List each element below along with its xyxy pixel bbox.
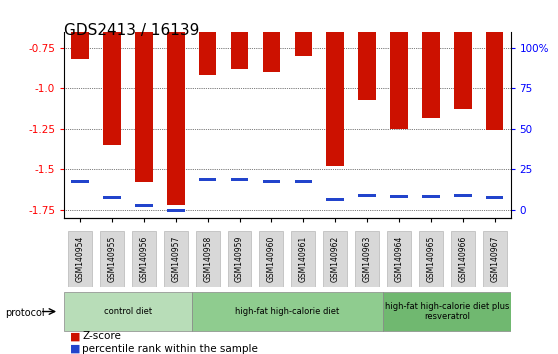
Text: GSM140961: GSM140961 xyxy=(299,236,308,282)
FancyBboxPatch shape xyxy=(192,292,383,331)
Bar xyxy=(167,0,185,205)
Bar xyxy=(422,0,440,118)
FancyBboxPatch shape xyxy=(291,231,315,287)
Text: ■: ■ xyxy=(70,331,80,341)
FancyBboxPatch shape xyxy=(419,231,443,287)
Bar xyxy=(422,195,440,198)
Bar xyxy=(358,194,376,196)
Bar xyxy=(135,204,153,207)
Bar xyxy=(454,194,472,197)
FancyBboxPatch shape xyxy=(387,231,411,287)
FancyBboxPatch shape xyxy=(132,231,156,287)
Text: GSM140958: GSM140958 xyxy=(203,236,212,282)
Bar xyxy=(263,180,280,183)
Bar xyxy=(263,0,280,72)
Bar xyxy=(231,0,248,69)
Bar xyxy=(103,0,121,145)
Bar xyxy=(390,0,408,129)
Bar xyxy=(326,0,344,166)
Bar xyxy=(199,178,217,181)
Text: GSM140960: GSM140960 xyxy=(267,236,276,282)
FancyBboxPatch shape xyxy=(483,231,507,287)
Text: GSM140967: GSM140967 xyxy=(490,236,499,282)
FancyBboxPatch shape xyxy=(164,231,187,287)
Bar xyxy=(199,0,217,75)
Text: GSM140962: GSM140962 xyxy=(331,236,340,282)
Bar xyxy=(295,180,312,183)
Bar xyxy=(71,180,89,183)
Text: GSM140954: GSM140954 xyxy=(76,236,85,282)
Text: Z-score: Z-score xyxy=(82,331,121,341)
Bar xyxy=(486,0,503,130)
Text: control diet: control diet xyxy=(104,307,152,316)
Text: GSM140959: GSM140959 xyxy=(235,236,244,282)
Text: GSM140966: GSM140966 xyxy=(458,236,467,282)
Text: GSM140957: GSM140957 xyxy=(171,236,180,282)
FancyBboxPatch shape xyxy=(228,231,252,287)
FancyBboxPatch shape xyxy=(355,231,379,287)
Bar xyxy=(326,198,344,201)
Bar xyxy=(167,209,185,212)
FancyBboxPatch shape xyxy=(68,231,92,287)
FancyBboxPatch shape xyxy=(64,292,192,331)
Bar xyxy=(231,178,248,181)
Text: percentile rank within the sample: percentile rank within the sample xyxy=(82,344,258,354)
FancyBboxPatch shape xyxy=(383,292,511,331)
FancyBboxPatch shape xyxy=(451,231,475,287)
FancyBboxPatch shape xyxy=(259,231,283,287)
Bar xyxy=(486,196,503,199)
Bar xyxy=(71,0,89,59)
Text: high-fat high-calorie diet: high-fat high-calorie diet xyxy=(235,307,339,316)
Text: GSM140955: GSM140955 xyxy=(108,236,117,282)
Bar xyxy=(454,0,472,109)
Bar xyxy=(358,0,376,100)
FancyBboxPatch shape xyxy=(196,231,220,287)
Text: ■: ■ xyxy=(70,344,80,354)
Text: GSM140956: GSM140956 xyxy=(140,236,148,282)
Text: high-fat high-calorie diet plus
resveratrol: high-fat high-calorie diet plus resverat… xyxy=(384,302,509,321)
Text: GDS2413 / 16139: GDS2413 / 16139 xyxy=(64,23,200,38)
Text: GSM140963: GSM140963 xyxy=(363,236,372,282)
FancyBboxPatch shape xyxy=(100,231,124,287)
Text: protocol: protocol xyxy=(6,308,45,318)
Bar xyxy=(295,0,312,56)
Text: GSM140965: GSM140965 xyxy=(426,236,435,282)
Bar xyxy=(390,195,408,198)
FancyBboxPatch shape xyxy=(323,231,347,287)
Text: GSM140964: GSM140964 xyxy=(395,236,403,282)
Bar xyxy=(103,196,121,199)
Bar xyxy=(135,0,153,182)
